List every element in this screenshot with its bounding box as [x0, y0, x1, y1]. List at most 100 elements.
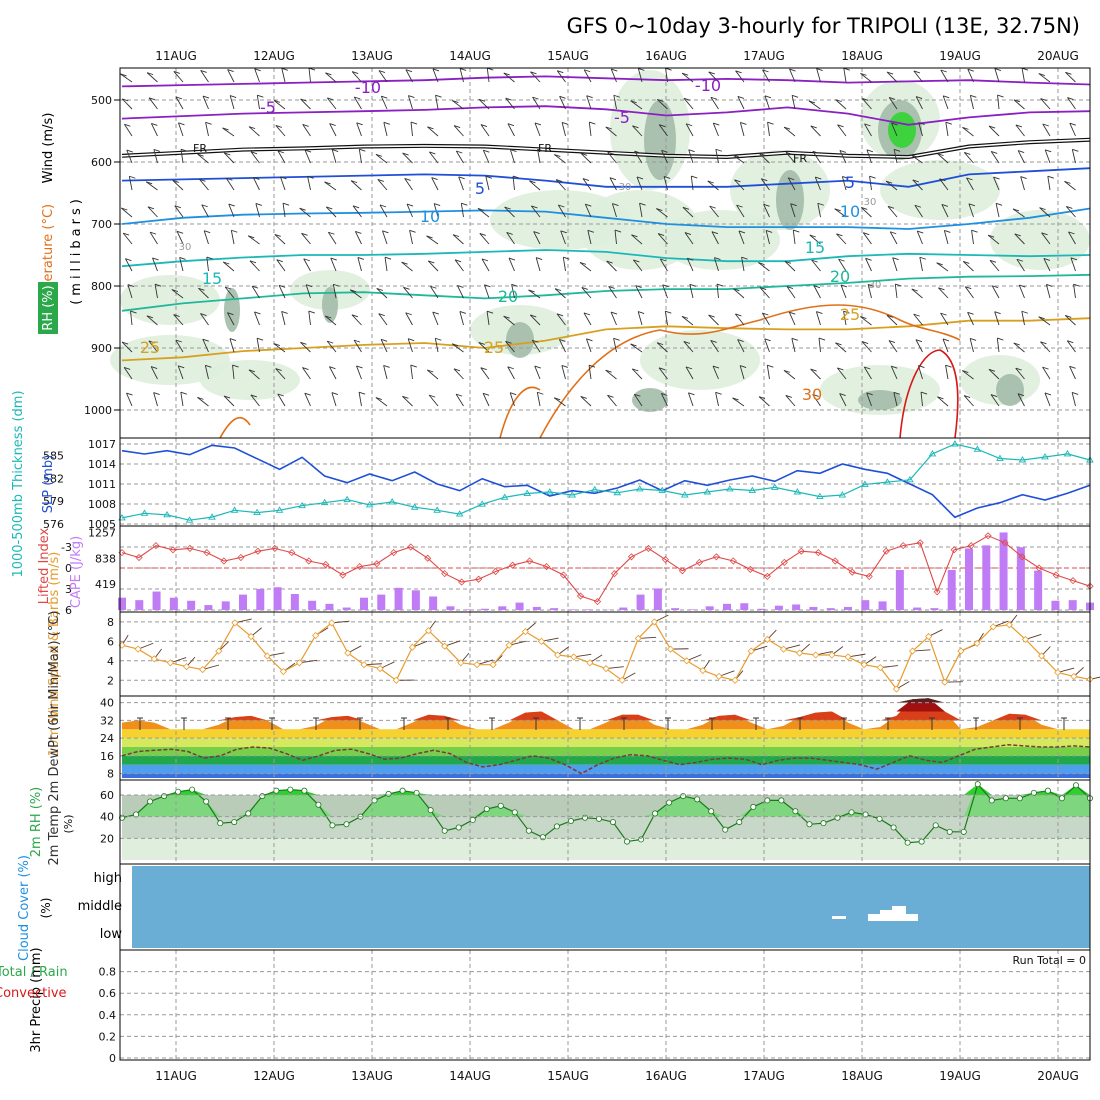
wind-barb-flag [198, 287, 205, 291]
wind-barb [251, 285, 260, 299]
rh-blob-dark [858, 390, 902, 410]
rh-marker [624, 838, 631, 845]
wind-barb [634, 150, 643, 164]
wind-barb [202, 339, 209, 353]
wind-barb [737, 96, 745, 110]
wind-barb [455, 393, 464, 407]
wind-barb [480, 124, 490, 137]
rh2m-panel: 20 40 60 (%) 2m RH (%) [29, 779, 1094, 865]
wind-barb-flag [633, 259, 640, 263]
wind-barb-flag [965, 286, 972, 290]
temperature-area-veryhot [122, 698, 1090, 712]
wind-barb [1013, 99, 1025, 110]
wind-barb-flag [223, 395, 231, 399]
slp-tick-label: 1014 [88, 458, 116, 471]
thickness-marker [275, 506, 284, 513]
wind-barb-flag [610, 311, 618, 315]
wind-barb [1068, 231, 1076, 245]
wind-barb [128, 176, 133, 191]
wind-barb [759, 287, 770, 299]
wind-barb-flag [605, 126, 612, 130]
wind-barb-flag [381, 95, 388, 99]
wind-barb [707, 180, 719, 191]
wind-barb [561, 365, 566, 380]
wind-barb-flag [197, 396, 204, 400]
wind-barb-flag [1044, 392, 1052, 396]
wind-barb [785, 395, 796, 407]
wind-barb [534, 365, 541, 380]
wind-barb [766, 365, 770, 380]
wind-marker [763, 635, 771, 643]
wind-barb [633, 259, 643, 272]
wind-barb [146, 72, 158, 83]
cape-bar [1051, 600, 1060, 610]
lifted-marker [865, 572, 873, 580]
wind-barb-flag [1015, 124, 1023, 128]
wind-barb-flag [631, 234, 638, 238]
wind-barb-flag [762, 69, 769, 73]
wind-barb [835, 99, 847, 110]
wind-barb [860, 73, 872, 83]
wind-barb [458, 176, 464, 191]
wind-barb [1071, 392, 1076, 407]
wind-barb [739, 365, 745, 380]
wind-barb [505, 97, 515, 110]
wind-barb-flag [639, 202, 646, 206]
wind-barb [818, 338, 821, 353]
wind-barb-flag [1019, 284, 1026, 288]
wind-barb-flag [330, 257, 337, 261]
thickness-marker [838, 491, 847, 498]
cape-bar [895, 570, 904, 610]
wind-barb-flag [1038, 73, 1045, 77]
cloud-background [132, 866, 1090, 948]
wind-barb-flag [886, 71, 894, 75]
wind-barb [121, 98, 133, 110]
wind-barb-flag [987, 234, 995, 238]
wind-barb [534, 122, 541, 137]
wind-barb-flag [175, 339, 182, 343]
wind-barb [758, 262, 770, 272]
lifted-marker [848, 568, 856, 576]
thickness-marker [973, 445, 982, 452]
temperature-band [122, 738, 1090, 747]
temperature-tick-label: 24 [100, 732, 114, 745]
isotherm-label: -10 [355, 78, 381, 97]
wind-barb [891, 122, 898, 137]
isotherm-25 [121, 317, 1091, 362]
wind-barb-flag [911, 288, 918, 292]
wind-barb-flag [791, 337, 798, 341]
wind-barb-flag [866, 149, 874, 153]
wind-barb-flag [254, 68, 261, 72]
wind-barb [713, 257, 719, 272]
wind-barb-flag [759, 153, 766, 156]
wind-barb-flag [304, 149, 312, 153]
date-top-3: 14AUG [449, 49, 491, 63]
lifted-marker [882, 547, 890, 555]
wind-barb-flag [734, 179, 741, 183]
wind-barb [557, 204, 566, 218]
wind-barb-flag [378, 70, 386, 73]
wind-barb-flag [634, 393, 641, 397]
wind-barb [531, 205, 541, 218]
wind-marker [1005, 621, 1013, 629]
wind-barb-flag [351, 71, 359, 75]
cape-bar [204, 605, 213, 610]
wind-barb-flag [359, 148, 366, 152]
isotherm-label: 15 [805, 238, 825, 257]
wind-barb [715, 392, 719, 407]
wind-barb [482, 150, 490, 164]
wind-barb [378, 313, 388, 326]
wind-barb-flag [153, 392, 160, 395]
wind-barb [507, 123, 515, 137]
wind-barb-flag [1042, 366, 1049, 370]
wind-barb [716, 284, 719, 299]
wind-barb [250, 394, 260, 407]
thickness-marker [320, 498, 329, 506]
wind-barb [380, 339, 388, 353]
rh-tick-label: 20 [100, 832, 114, 845]
wind-barb-flag [579, 261, 587, 265]
isotherm-labels: -10 -10 -5 -5 FR FR FR 5 5 10 10 15 15 20 20 25 25 25 30 30… [140, 76, 882, 404]
wind-barb-flag [453, 368, 461, 372]
wind-barb [967, 312, 974, 326]
wind-barb-flag [308, 310, 315, 314]
